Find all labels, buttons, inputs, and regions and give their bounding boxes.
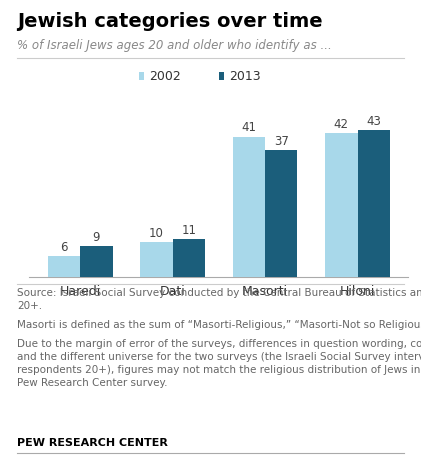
Text: 37: 37 <box>274 135 289 148</box>
Text: 2002: 2002 <box>149 70 181 83</box>
Bar <box>233 137 265 277</box>
Text: 2013: 2013 <box>229 70 261 83</box>
Bar <box>48 256 80 277</box>
Bar <box>173 239 205 277</box>
Text: Jewish categories over time: Jewish categories over time <box>17 12 322 30</box>
Text: 11: 11 <box>181 224 196 236</box>
Bar <box>265 150 298 277</box>
Bar <box>80 246 113 277</box>
Text: Masorti is defined as the sum of “Masorti-Religious,” “Masorti-Not so Religious.: Masorti is defined as the sum of “Masort… <box>17 320 421 331</box>
Text: 41: 41 <box>242 121 256 134</box>
Text: PEW RESEARCH CENTER: PEW RESEARCH CENTER <box>17 438 168 448</box>
Bar <box>325 133 357 277</box>
Text: 6: 6 <box>60 241 68 254</box>
Text: Source: Israeli Social Survey conducted by the Central Bureau of Statistics amon: Source: Israeli Social Survey conducted … <box>17 288 421 311</box>
Text: % of Israeli Jews ages 20 and older who identify as ...: % of Israeli Jews ages 20 and older who … <box>17 39 332 52</box>
Text: 43: 43 <box>366 114 381 128</box>
Text: 9: 9 <box>93 230 100 243</box>
Bar <box>357 130 390 277</box>
Text: 42: 42 <box>334 118 349 131</box>
Text: 10: 10 <box>149 227 164 240</box>
Text: Due to the margin of error of the surveys, differences in question wording, cont: Due to the margin of error of the survey… <box>17 339 421 389</box>
Bar <box>140 242 173 277</box>
